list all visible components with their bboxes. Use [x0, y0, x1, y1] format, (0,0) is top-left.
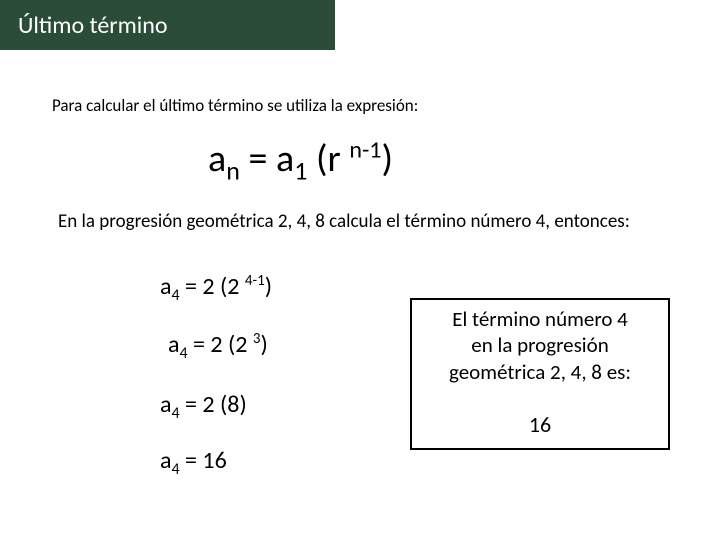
- step2-sub: 4: [180, 344, 188, 363]
- step3-sub: 4: [172, 404, 180, 423]
- step3-a: a: [160, 390, 172, 419]
- result-line-3: geométrica 2, 4, 8 es:: [422, 359, 658, 385]
- example-intro: En la progresión geométrica 2, 4, 8 calc…: [58, 210, 638, 235]
- main-formula: an = a1 (r n-1): [208, 136, 393, 182]
- step3-rest: = 2 (8): [180, 390, 247, 419]
- step4-a: a: [160, 446, 172, 475]
- step4-sub: 4: [172, 460, 180, 479]
- slide: Último término Para calcular el último t…: [0, 0, 720, 540]
- step2-end: ): [260, 330, 267, 359]
- result-line-1: El término número 4: [422, 306, 658, 332]
- formula-paren-open: (r: [307, 136, 349, 182]
- step-4: a4 = 16: [160, 446, 227, 475]
- result-line-2: en la progresión: [422, 332, 658, 358]
- step1-end: ): [265, 272, 272, 301]
- formula-paren-close: ): [381, 136, 393, 182]
- step-3: a4 = 2 (8): [160, 390, 247, 419]
- step1-mid: = 2 (2: [180, 272, 245, 301]
- title-bar: Último término: [0, 0, 335, 50]
- step1-a: a: [160, 272, 172, 301]
- formula-eq: = a: [240, 136, 294, 182]
- intro-text: Para calcular el último término se utili…: [52, 95, 418, 116]
- formula-sub-1: 1: [294, 155, 307, 187]
- step2-a: a: [168, 330, 180, 359]
- step4-rest: = 16: [180, 446, 227, 475]
- slide-title: Último término: [18, 11, 168, 40]
- formula-a: a: [208, 136, 226, 182]
- step1-sup: 4-1: [245, 272, 265, 290]
- result-box: El término número 4 en la progresión geo…: [410, 298, 670, 450]
- step2-mid: = 2 (2: [188, 330, 253, 359]
- formula-exp: n-1: [349, 135, 381, 164]
- step-2: a4 = 2 (2 3): [168, 330, 268, 359]
- result-value: 16: [422, 411, 658, 438]
- step1-sub: 4: [172, 286, 180, 305]
- formula-sub-n: n: [226, 155, 240, 187]
- step-1: a4 = 2 (2 4-1): [160, 272, 272, 301]
